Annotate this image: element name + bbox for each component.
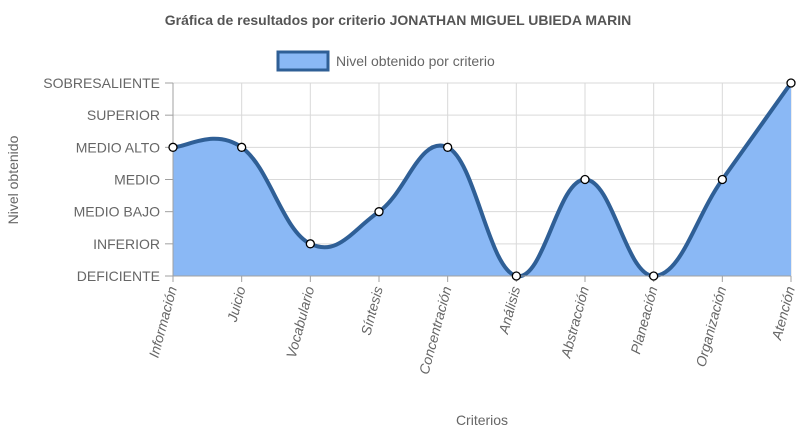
data-point (511, 271, 521, 281)
x-axis-label: Criterios (456, 412, 508, 428)
y-tick-label: INFERIOR (93, 236, 160, 252)
data-point (580, 174, 590, 185)
x-tick-labels: Información Juicio Vocabulario Síntesis Conc… (146, 284, 796, 376)
data-points (168, 78, 796, 281)
x-tick-label: Abstracción (557, 284, 592, 360)
data-point (374, 207, 384, 217)
data-point (237, 142, 247, 152)
x-tick-label: Organización (692, 284, 729, 368)
x-tick-label: Juicio (224, 284, 249, 324)
data-point (649, 271, 659, 281)
data-point (443, 142, 453, 152)
y-tick-label: MEDIO BAJO (74, 204, 160, 220)
y-tick-labels: DEFICIENTE INFERIOR MEDIO BAJO MEDIO MEDIO A… (43, 75, 160, 284)
x-tick-label: Planeación (627, 284, 660, 355)
legend-label: Nivel obtenido por criterio (336, 53, 495, 69)
data-point (786, 78, 796, 88)
y-axis-label: Nivel obtenido (5, 135, 21, 224)
series-area-fill (173, 83, 791, 277)
legend-swatch (276, 50, 330, 72)
data-point (305, 239, 315, 249)
x-tick-label: Síntesis (358, 285, 386, 337)
y-tick-label: DEFICIENTE (77, 268, 160, 284)
data-point (168, 142, 178, 152)
x-tick-label: Información (146, 284, 180, 359)
y-tick-label: MEDIO ALTO (76, 139, 160, 155)
x-tick-label: Atención (768, 284, 796, 342)
x-tick-label: Concentración (416, 284, 455, 376)
x-tick-label: Análisis (495, 285, 523, 337)
y-tick-label: SUPERIOR (87, 107, 160, 123)
series-area (171, 81, 793, 279)
axes (172, 83, 791, 277)
data-point (717, 174, 727, 185)
x-tick-label: Vocabulario (283, 284, 318, 359)
legend[interactable]: Nivel obtenido por criterio (276, 50, 495, 72)
y-tick-label: MEDIO (114, 172, 160, 188)
y-tick-label: SOBRESALIENTE (43, 75, 160, 91)
series-line (171, 81, 793, 279)
chart-title: Gráfica de resultados por criterio JONAT… (165, 12, 631, 28)
